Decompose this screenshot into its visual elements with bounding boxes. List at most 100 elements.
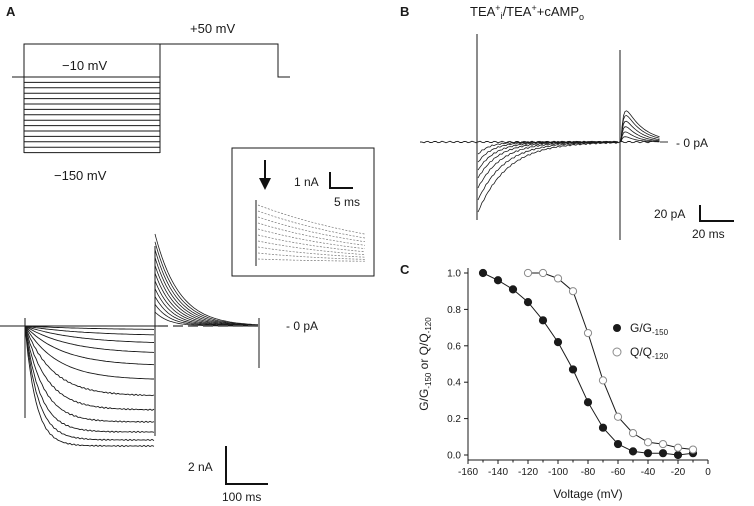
panel-b-title: TEA+i/TEA++cAMPo (470, 3, 584, 22)
data-point-q (538, 268, 548, 278)
protocol-steps (23, 76, 161, 154)
data-point-g (568, 365, 578, 374)
data-point-q (523, 268, 533, 278)
scale-bar-b-y-label: 20 pA (654, 207, 685, 221)
x-tick-label: -20 (671, 467, 686, 478)
fit-lines (482, 272, 694, 456)
voltage-protocol: +50 mV −10 mV −150 mV (12, 21, 290, 183)
off-gating-current (620, 110, 660, 143)
y-tick-label: 1.0 (447, 269, 461, 280)
current-trace (24, 325, 155, 411)
inset-trace (257, 228, 366, 250)
legend-marker-g (613, 324, 621, 332)
inset-traces (255, 200, 366, 266)
tail-current-trace (154, 249, 259, 326)
data-point-g (643, 449, 653, 458)
protocol-bottom-label: −150 mV (54, 168, 107, 183)
current-trace (24, 325, 155, 397)
inset-panel: 1 nA 5 ms (231, 147, 375, 277)
data-point-g (628, 447, 638, 456)
current-trace (24, 325, 155, 343)
current-trace (24, 325, 155, 434)
inset-trace (257, 234, 366, 253)
data-point-g (508, 285, 518, 294)
data-point-q (628, 429, 638, 438)
x-ticks: -160 -140 -120 -100 -80 -60 -40 -20 0 (458, 460, 711, 478)
data-point-g (523, 298, 533, 307)
panel-c-label: C (400, 262, 410, 277)
inset-trace (257, 210, 366, 239)
data-point-q (598, 376, 608, 385)
legend-label-q: Q/Q-120 (630, 345, 669, 361)
off-gating-current (620, 120, 660, 143)
x-tick-label: -80 (581, 467, 596, 478)
y-ticks: 0.0 0.2 0.4 0.6 0.8 1.0 (447, 269, 468, 462)
panel-a-label: A (6, 4, 16, 19)
data-point-g (613, 439, 623, 449)
data-point-g (598, 423, 608, 432)
data-point-g (538, 316, 548, 325)
inset-trace (257, 216, 366, 243)
scale-bar-a-lines (225, 446, 268, 485)
zero-label-a: - 0 pA (286, 319, 318, 333)
current-trace (24, 325, 155, 330)
data-point-g (553, 338, 563, 347)
inset-trace (257, 246, 366, 258)
current-trace (24, 325, 155, 366)
inset-trace (257, 258, 365, 262)
y-tick-label: 0.6 (447, 341, 461, 352)
data-point-g (478, 268, 488, 278)
scale-bar-b-lines (699, 205, 734, 222)
inset-trace (257, 252, 366, 260)
data-points (478, 268, 698, 460)
tail-current-trace (154, 233, 259, 326)
on-gating-current (477, 141, 619, 213)
scale-bar-a-x-label: 100 ms (222, 490, 261, 504)
current-traces-a (0, 233, 260, 448)
off-gating-current (620, 131, 660, 143)
scale-bar-a-y-label: 2 nA (188, 460, 213, 474)
fit-line (528, 272, 694, 450)
x-tick-label: -40 (641, 467, 656, 478)
legend-label-g: G/G-150 (630, 321, 669, 337)
x-tick-label: -160 (458, 467, 478, 478)
y-tick-label: 0.4 (447, 378, 461, 389)
scale-bar-b: 20 pA 20 ms (654, 205, 734, 241)
fit-line (482, 272, 694, 456)
data-point-q (658, 439, 668, 449)
zero-label-b: - 0 pA (676, 136, 708, 150)
current-trace (24, 325, 155, 424)
data-point-q (643, 438, 653, 447)
x-tick-label: -60 (611, 467, 626, 478)
y-tick-label: 0.0 (447, 451, 461, 462)
inset-trace (257, 240, 366, 255)
data-point-q (553, 274, 563, 283)
x-tick-label: -120 (518, 467, 538, 478)
off-gating-current (620, 136, 660, 143)
data-point-q (673, 443, 683, 452)
data-point-g (583, 398, 593, 407)
x-tick-label: 0 (705, 467, 711, 478)
current-trace (24, 325, 155, 442)
protocol-holding-line (12, 43, 160, 78)
inset-scale-y-label: 1 nA (294, 175, 319, 189)
data-point-q (613, 412, 623, 421)
tail-current-trace (154, 241, 258, 326)
off-gating-current (620, 126, 660, 143)
data-point-q (583, 328, 593, 338)
data-point-q (568, 287, 578, 296)
scale-bar-b-x-label: 20 ms (692, 227, 725, 241)
inset-trace (257, 204, 366, 235)
gq-voltage-chart: -160 -140 -120 -100 -80 -60 -40 -20 0 0.00.20.40… (417, 268, 711, 501)
protocol-holding-label: −10 mV (62, 58, 107, 73)
x-axis-label: Voltage (mV) (553, 487, 622, 501)
legend: G/G-150 Q/Q-120 (612, 321, 669, 361)
y-axis-label: G/G-150 or Q/Q-120 (417, 317, 433, 411)
y-tick-label: 0.2 (447, 414, 461, 425)
inset-scale-bar (329, 172, 353, 189)
protocol-step-label: +50 mV (190, 21, 235, 36)
data-point-q (688, 445, 698, 454)
x-tick-label: -140 (488, 467, 508, 478)
panel-b-label: B (400, 4, 409, 19)
